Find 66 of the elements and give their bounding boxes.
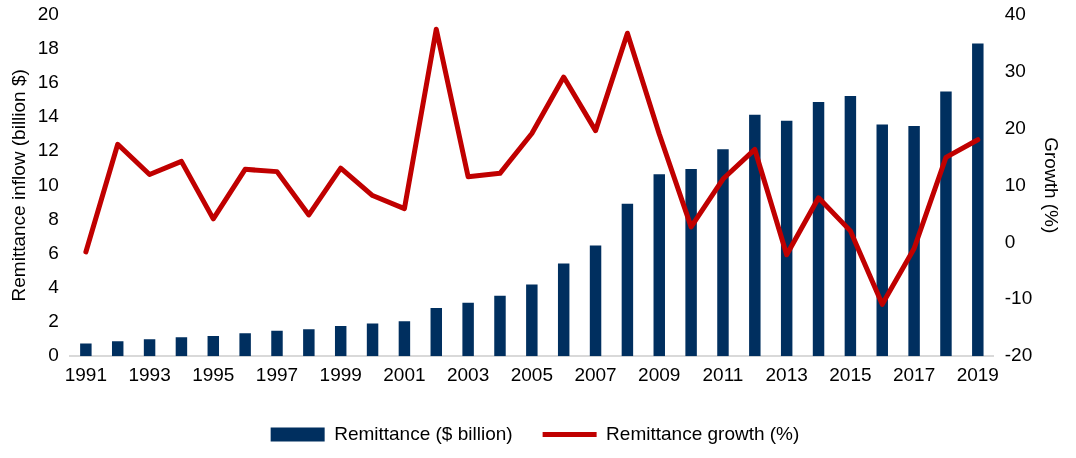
legend-label: Remittance growth (%): [606, 422, 800, 444]
y2-tick-label: 40: [1004, 2, 1026, 24]
y2-tick-label: 30: [1004, 59, 1026, 81]
bar: [366, 323, 379, 357]
bar: [334, 326, 347, 357]
y-tick-label: 6: [48, 241, 59, 263]
bar: [844, 96, 857, 357]
bar: [239, 333, 251, 357]
y-axis-title: Remittance inflow (billion $): [7, 69, 29, 302]
x-tick-label: 2017: [892, 363, 936, 385]
x-tick-label: 2005: [510, 363, 553, 385]
bar: [111, 341, 124, 357]
bar: [717, 149, 729, 357]
bar: [940, 91, 952, 357]
bar: [494, 295, 506, 357]
x-tick-label: 1999: [319, 363, 362, 385]
y-tick-label: 20: [37, 2, 59, 24]
bar: [780, 120, 793, 357]
bar: [462, 302, 474, 357]
legend-label: Remittance ($ billion): [334, 422, 513, 444]
y-tick-label: 0: [48, 344, 59, 366]
y-tick-label: 4: [48, 276, 60, 298]
x-tick-label: 2007: [574, 363, 617, 385]
y2-axis-title: Growth (%): [1041, 137, 1063, 234]
bar: [812, 102, 825, 357]
x-tick-label: 2013: [765, 363, 808, 385]
bar: [271, 330, 283, 357]
bar: [589, 245, 602, 357]
y2-tick-label: 20: [1004, 116, 1026, 138]
y2-tick-label: -10: [1004, 287, 1033, 309]
bar: [876, 124, 888, 357]
bar: [557, 263, 570, 357]
bar: [207, 336, 220, 357]
bar: [143, 339, 156, 357]
bar: [398, 321, 411, 357]
x-tick-label: 2001: [383, 363, 426, 385]
y-tick-label: 10: [37, 173, 59, 195]
y2-tick-label: 10: [1004, 173, 1026, 195]
bar: [653, 174, 665, 357]
bar: [526, 284, 538, 357]
x-tick-label: 2009: [638, 363, 681, 385]
bar: [430, 308, 442, 357]
bar: [685, 169, 697, 357]
bar: [972, 43, 984, 357]
x-tick-label: 2011: [702, 363, 744, 385]
x-tick-label: 2003: [446, 363, 490, 385]
bar: [621, 203, 634, 357]
x-tick-label: 2019: [956, 363, 999, 385]
y-tick-label: 14: [37, 105, 60, 127]
x-tick-label: 1993: [128, 363, 171, 385]
bar: [303, 329, 315, 357]
y-tick-label: 8: [48, 207, 59, 229]
bar: [908, 126, 920, 357]
bar: [749, 114, 761, 357]
y-tick-label: 16: [37, 70, 59, 92]
y-tick-label: 2: [48, 310, 59, 332]
y-tick-label: 12: [37, 139, 59, 161]
y2-tick-label: -20: [1004, 344, 1033, 366]
bar: [175, 337, 188, 357]
x-tick-label: 2015: [829, 363, 872, 385]
x-tick-label: 1995: [192, 363, 235, 385]
x-tick-label: 1997: [255, 363, 299, 385]
bar: [80, 343, 92, 357]
x-tick-label: 1991: [64, 363, 107, 385]
y2-tick-label: 0: [1004, 230, 1016, 252]
y-tick-label: 18: [37, 36, 59, 58]
